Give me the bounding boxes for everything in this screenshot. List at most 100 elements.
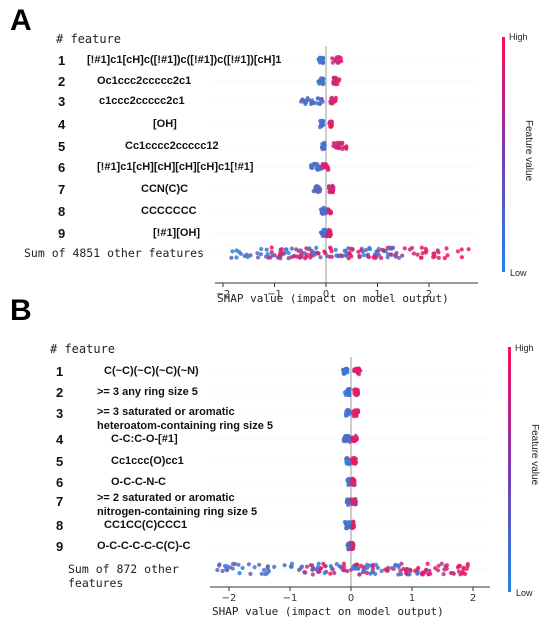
panel-b-point-r10-131 [322, 563, 327, 569]
panel-b-point-r10-124 [357, 572, 362, 577]
panel-a-tick-label-1: −1 [267, 289, 282, 300]
panel-a-colorbar-low: Low [510, 268, 527, 278]
panel-a-point-r10-66 [248, 253, 253, 258]
panel-a-rank-8: 8 [58, 204, 66, 219]
panel-a-point-r10-122 [445, 253, 450, 258]
panel-b-feature-6: O-C-C-N-C [111, 476, 166, 488]
panel-b-point-r10-92 [465, 563, 470, 569]
panel-a-point-r3-35 [306, 97, 311, 102]
panel-a-point-r10-87 [265, 252, 270, 257]
panel-a-point-r10-169 [466, 247, 471, 252]
panel-a-point-r1-33 [337, 59, 342, 64]
panel-a-point-r10-162 [342, 248, 347, 253]
panel-a-point-r9-39 [321, 228, 326, 233]
panel-a-point-r4-38 [329, 123, 334, 128]
panel-a-point-r10-90 [269, 250, 274, 255]
panel-b-point-r4-38 [353, 436, 358, 441]
panel-a-point-r10-160 [436, 255, 441, 260]
panel-b-rank-1: 1 [56, 364, 64, 379]
panel-a-point-r2-38 [317, 81, 322, 86]
panel-b-colorbar [508, 347, 511, 592]
panel-b-point-r10-74 [289, 561, 295, 566]
panel-a-point-r10-8 [442, 256, 447, 261]
panel-b-point-r10-62 [215, 567, 220, 573]
panel-b-point-r10-158 [334, 562, 339, 567]
panel-a-point-r10-165 [393, 253, 398, 258]
panel-b-rank-5: 5 [56, 454, 64, 469]
panel-a-point-r3-36 [303, 99, 308, 105]
panel-b-point-r6-36 [345, 477, 350, 482]
panel-a-feature-2: Oc1ccc2ccccc2c1 [97, 75, 192, 87]
panel-a-point-r10-166 [338, 253, 343, 258]
panel-b-point-r10-159 [248, 571, 253, 577]
panel-a-feature-3: c1ccc2ccccc2c1 [99, 95, 185, 107]
panel-a-tick-label-4: 2 [426, 289, 432, 300]
panel-b-point-r2-35 [346, 391, 351, 397]
panel-b-point-r10-72 [316, 561, 321, 566]
panel-b-point-r10-19 [259, 571, 264, 576]
panel-a-point-r7-32 [327, 184, 332, 190]
panel-a-point-r10-53 [344, 253, 349, 258]
panel-a-point-r10-151 [376, 246, 381, 252]
panel-a-point-r10-22 [411, 251, 416, 256]
panel-b-tick-label-4: 2 [470, 593, 476, 604]
panel-b-point-r10-161 [356, 566, 361, 571]
panel-b-point-r9-39 [347, 543, 352, 548]
panel-b-point-r8-37 [351, 524, 356, 530]
panel-a-point-r2-37 [320, 80, 325, 85]
panel-b-point-r10-164 [456, 563, 461, 569]
panel-b-point-r10-32 [230, 566, 235, 571]
panel-b-point-r10-101 [257, 562, 262, 567]
panel-a-point-r10-127 [396, 255, 402, 260]
panel-a-point-r10-142 [444, 246, 449, 251]
panel-b-feature-7: >= 2 saturated or aromatic nitrogen-cont… [97, 491, 275, 519]
panel-a-point-r1-35 [337, 54, 342, 60]
panel-b-point-r1-39 [355, 370, 361, 375]
panel-b-rank-9: 9 [56, 539, 64, 554]
panel-b-point-r7-39 [350, 501, 355, 506]
panel-a-point-r8-38 [320, 211, 325, 216]
panel-a-rank-4: 4 [58, 117, 66, 132]
panel-b-rank-8: 8 [56, 518, 64, 533]
panel-b-point-r10-129 [225, 568, 230, 573]
panel-a-rank-5: 5 [58, 139, 66, 154]
panel-b-point-r10-84 [368, 571, 373, 576]
panel-a-point-r9-38 [327, 228, 332, 233]
panel-a-point-r10-115 [255, 251, 260, 256]
panel-b-point-r4-36 [342, 435, 347, 440]
panel-a-feature-4: [OH] [153, 118, 177, 130]
panel-a-point-r2-39 [331, 75, 337, 80]
panel-b-tick-label-0: −2 [222, 593, 237, 604]
panel-a-point-r10-43 [283, 247, 289, 252]
panel-a-rank-9: 9 [58, 226, 66, 241]
panel-b-point-r10-162 [365, 562, 370, 568]
panel-a-point-r1-39 [319, 58, 324, 63]
panel-b-point-r10-140 [423, 568, 429, 573]
panel-a-point-r10-65 [258, 252, 263, 257]
panel-a-rank-1: 1 [58, 53, 66, 68]
panel-a-point-r10-144 [259, 246, 264, 252]
panel-a-point-r10-36 [459, 247, 464, 252]
panel-a-point-r10-102 [388, 252, 393, 257]
panel-b-point-r10-165 [233, 561, 238, 567]
panel-a-point-r10-153 [334, 253, 339, 258]
panel-b-header: # feature [50, 342, 116, 356]
panel-a-point-r10-149 [278, 250, 283, 255]
panel-b-point-r10-152 [460, 570, 465, 575]
panel-b-point-r10-123 [442, 567, 447, 572]
panel-b-point-r10-145 [374, 562, 379, 568]
panel-a-point-r4-39 [318, 118, 323, 124]
panel-b-point-r10-41 [441, 572, 446, 577]
panel-a-point-r10-164 [298, 248, 303, 253]
panel-a-point-r5-39 [333, 142, 338, 147]
panel-b-point-r10-91 [318, 566, 323, 571]
panel-b-tick-label-2: 0 [348, 593, 354, 604]
panel-a-point-r7-38 [314, 183, 319, 189]
panel-b-colorbar-high: High [515, 343, 534, 353]
panel-a-point-r3-27 [300, 97, 305, 102]
panel-a-point-r8-39 [328, 211, 333, 216]
panel-b-other-features-2: features [68, 576, 124, 590]
panel-a-feature-1: [!#1]c1[cH]c([!#1])c([!#1])c([!#1])[cH]1 [87, 54, 282, 66]
panel-b-point-r10-108 [266, 567, 271, 572]
panel-b-feature-2: >= 3 any ring size 5 [97, 386, 198, 398]
